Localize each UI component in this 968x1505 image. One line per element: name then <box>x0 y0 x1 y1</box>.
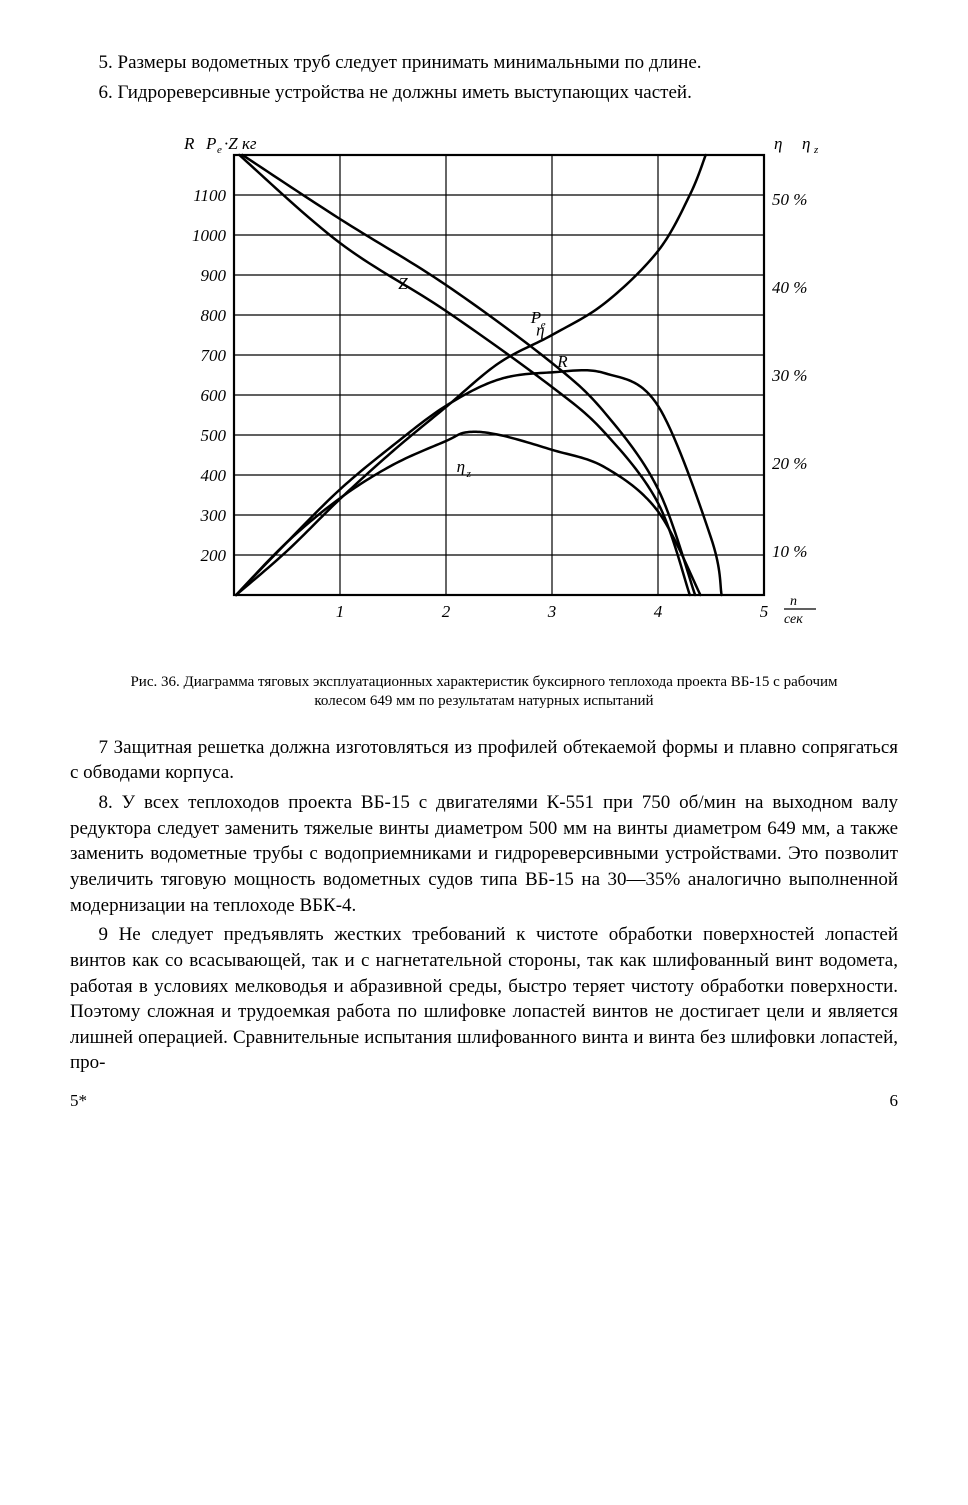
svg-text:Z: Z <box>398 274 408 293</box>
svg-text:P: P <box>205 134 216 153</box>
paragraph-8: 8. У всех теплоходов проекта ВБ-15 с дви… <box>70 790 898 918</box>
svg-text:700: 700 <box>201 346 227 365</box>
svg-text:20 %: 20 % <box>772 454 807 473</box>
svg-text:e: e <box>217 144 222 156</box>
svg-text:z: z <box>466 468 472 480</box>
svg-text:40 %: 40 % <box>772 278 807 297</box>
svg-text:сек: сек <box>784 612 803 627</box>
svg-text:η: η <box>457 457 465 476</box>
svg-text:R: R <box>183 134 195 153</box>
svg-text:z: z <box>813 144 819 156</box>
svg-text:800: 800 <box>201 306 227 325</box>
svg-text:5: 5 <box>760 602 769 621</box>
svg-text:η: η <box>802 134 810 153</box>
svg-text:30 %: 30 % <box>771 366 807 385</box>
svg-text:600: 600 <box>201 386 227 405</box>
figure-36: 200 300 400 500 600 700 800 900 1000 1100 10 % 20 %… <box>70 125 898 665</box>
svg-text:10 %: 10 % <box>772 542 807 561</box>
chart-svg: 200 300 400 500 600 700 800 900 1000 1100 10 % 20 %… <box>124 125 844 665</box>
svg-text:1000: 1000 <box>192 226 227 245</box>
svg-text:R: R <box>556 352 568 371</box>
svg-text:η: η <box>536 321 544 340</box>
paragraph-6: 6. Гидрореверсивные устройства не должны… <box>70 80 898 106</box>
svg-text:4: 4 <box>654 602 663 621</box>
paragraph-7: 7 Защитная решетка должна изготовляться … <box>70 735 898 786</box>
svg-text:500: 500 <box>201 426 227 445</box>
svg-text:n: n <box>790 594 797 609</box>
footer-right: 6 <box>890 1090 899 1113</box>
paragraph-9: 9 Не следует предъявлять жестких требова… <box>70 922 898 1076</box>
svg-text:900: 900 <box>201 266 227 285</box>
figure-36-caption: Рис. 36. Диаграмма тяговых эксплуатацион… <box>130 673 838 711</box>
svg-text:2: 2 <box>442 602 451 621</box>
svg-text:300: 300 <box>200 506 227 525</box>
svg-text:·Z кг: ·Z кг <box>224 134 257 153</box>
footer-left: 5* <box>70 1090 87 1113</box>
svg-text:400: 400 <box>201 466 227 485</box>
svg-text:1100: 1100 <box>193 186 226 205</box>
svg-text:3: 3 <box>547 602 557 621</box>
svg-text:1: 1 <box>336 602 345 621</box>
svg-text:η: η <box>774 134 782 153</box>
paragraph-5: 5. Размеры водометных труб следует прини… <box>70 50 898 76</box>
svg-text:50 %: 50 % <box>772 190 807 209</box>
svg-text:200: 200 <box>201 546 227 565</box>
